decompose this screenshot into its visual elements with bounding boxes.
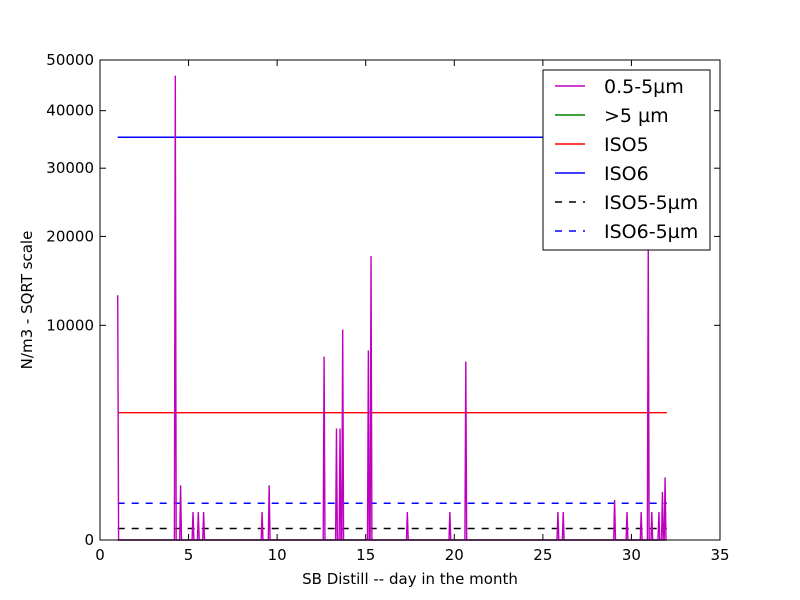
- x-tick-label-7: 35: [710, 546, 729, 564]
- y-axis-label: N/m3 - SQRT scale: [18, 231, 36, 370]
- legend-box: [542, 69, 711, 251]
- y-tick-label-4: 40000: [46, 102, 94, 120]
- legend-label-5: ISO6-5µm: [604, 221, 698, 243]
- y-tick-label-3: 30000: [46, 159, 94, 177]
- y-tick-label-1: 10000: [46, 316, 94, 334]
- legend-label-3: ISO6: [604, 163, 649, 185]
- x-tick-label-0: 0: [95, 546, 105, 564]
- x-tick-label-2: 10: [268, 546, 287, 564]
- x-axis-label: SB Distill -- day in the month: [302, 570, 518, 588]
- x-tick-label-6: 30: [622, 546, 641, 564]
- x-tick-label-3: 15: [356, 546, 375, 564]
- y-tick-label-2: 20000: [46, 227, 94, 245]
- ticks-layer: 0 5 10 15 20 25 30 35 0 10000 20000 30000 40000 50000: [46, 51, 729, 564]
- x-tick-label-5: 25: [533, 546, 552, 564]
- y-tick-label-5: 50000: [46, 51, 94, 69]
- legend: 0.5-5µm >5 µm ISO5 ISO6 ISO5-5µm ISO6-5µm: [542, 69, 711, 251]
- legend-label-2: ISO5: [604, 134, 649, 156]
- legend-label-0: 0.5-5µm: [604, 76, 684, 98]
- legend-label-4: ISO5-5µm: [604, 192, 698, 214]
- plot-frame: [99, 59, 721, 541]
- x-tick-label-1: 5: [184, 546, 194, 564]
- legend-label-1: >5 µm: [604, 105, 669, 127]
- y-tick-label-0: 0: [84, 531, 94, 549]
- x-tick-label-4: 20: [445, 546, 464, 564]
